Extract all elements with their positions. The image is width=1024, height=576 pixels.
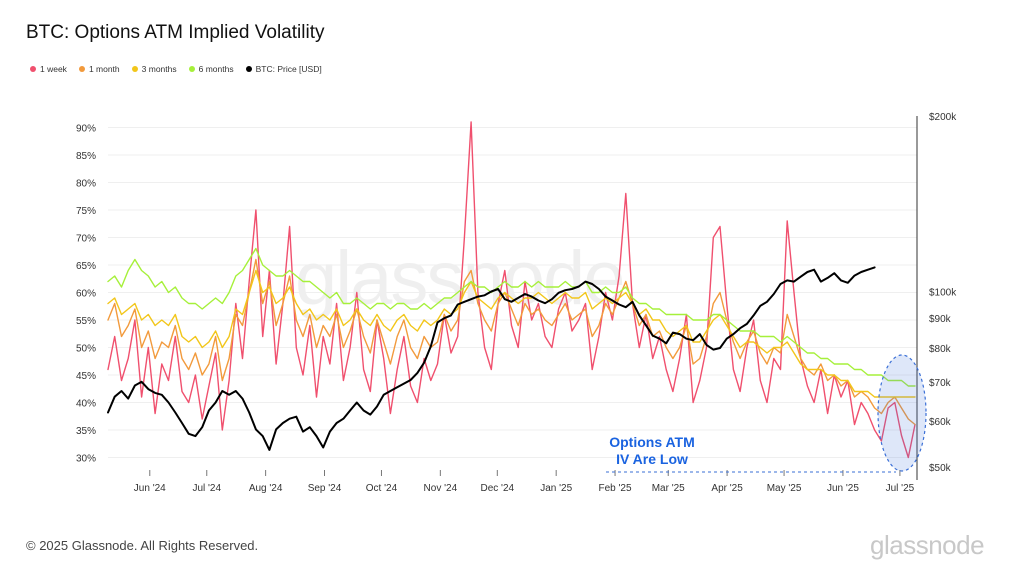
x-tick-label: Jun '24: [134, 483, 166, 494]
right-tick-label: $100k: [929, 288, 957, 299]
left-tick-label: 65%: [76, 261, 96, 272]
left-tick-label: 85%: [76, 151, 96, 162]
legend-dot-1m: [78, 66, 85, 72]
x-tick-label: Aug '24: [249, 483, 283, 494]
annotation-line-2: IV Are Low: [616, 451, 688, 467]
x-tick-label: Nov '24: [424, 483, 458, 494]
right-tick-label: $200k: [929, 112, 957, 123]
left-tick-label: 90%: [76, 124, 96, 135]
legend-dot-6m: [188, 66, 195, 72]
chart-title: BTC: Options ATM Implied Volatility: [26, 22, 325, 43]
x-tick-label: Oct '24: [366, 483, 398, 494]
x-tick-label: Jan '25: [540, 483, 572, 494]
legend-label-6m: 6 months: [198, 64, 234, 74]
left-tick-label: 50%: [76, 344, 96, 355]
series-line-1-month: [107, 258, 916, 426]
annotation-text: Options ATM IV Are Low: [592, 434, 712, 468]
copyright-footer: © 2025 Glassnode. All Rights Reserved.: [26, 538, 259, 553]
series-line-1-week: [107, 121, 916, 459]
left-tick-label: 55%: [76, 316, 96, 327]
series-line-btc-price-usd-: [107, 266, 876, 451]
x-tick-label: Jul '25: [886, 483, 915, 494]
legend: 1 week 1 month 3 months 6 months BTC: Pr…: [30, 64, 322, 74]
series-line-3-months: [107, 269, 916, 398]
x-tick-label: Apr '25: [711, 483, 743, 494]
annotation-line-1: Options ATM: [609, 434, 695, 450]
series-line-6-months: [107, 247, 916, 387]
x-tick-label: May '25: [767, 483, 802, 494]
x-tick-label: Mar '25: [652, 483, 685, 494]
legend-item-price[interactable]: BTC: Price [USD]: [245, 64, 322, 74]
left-tick-label: 35%: [76, 426, 96, 437]
highlight-ellipse: [877, 354, 927, 472]
left-tick-label: 70%: [76, 234, 96, 245]
legend-item-6m[interactable]: 6 months: [188, 64, 234, 74]
legend-item-3m[interactable]: 3 months: [131, 64, 177, 74]
legend-label-price: BTC: Price [USD]: [255, 64, 322, 74]
legend-dot-3m: [131, 66, 138, 72]
left-tick-label: 45%: [76, 371, 96, 382]
x-tick-label: Jul '24: [192, 483, 221, 494]
left-tick-label: 75%: [76, 206, 96, 217]
legend-label-1w: 1 week: [40, 64, 67, 74]
right-tick-label: $90k: [929, 314, 952, 325]
right-tick-label: $80k: [929, 344, 952, 355]
left-tick-label: 80%: [76, 179, 96, 190]
left-tick-label: 60%: [76, 289, 96, 300]
left-tick-label: 40%: [76, 399, 96, 410]
legend-dot-price: [245, 66, 252, 72]
legend-dot-1w: [30, 66, 36, 72]
legend-item-1m[interactable]: 1 month: [78, 64, 120, 74]
right-tick-label: $50k: [929, 463, 952, 474]
x-tick-label: Feb '25: [599, 483, 632, 494]
right-tick-label: $70k: [929, 378, 952, 389]
legend-label-1m: 1 month: [88, 64, 120, 74]
legend-label-3m: 3 months: [141, 64, 177, 74]
x-tick-label: Sep '24: [308, 483, 342, 494]
right-tick-label: $60k: [929, 417, 952, 428]
left-tick-label: 30%: [76, 454, 96, 465]
x-tick-label: Jun '25: [827, 483, 859, 494]
legend-item-1w[interactable]: 1 week: [30, 64, 67, 74]
brand-logo: glassnode: [870, 530, 985, 560]
x-tick-label: Dec '24: [481, 483, 515, 494]
